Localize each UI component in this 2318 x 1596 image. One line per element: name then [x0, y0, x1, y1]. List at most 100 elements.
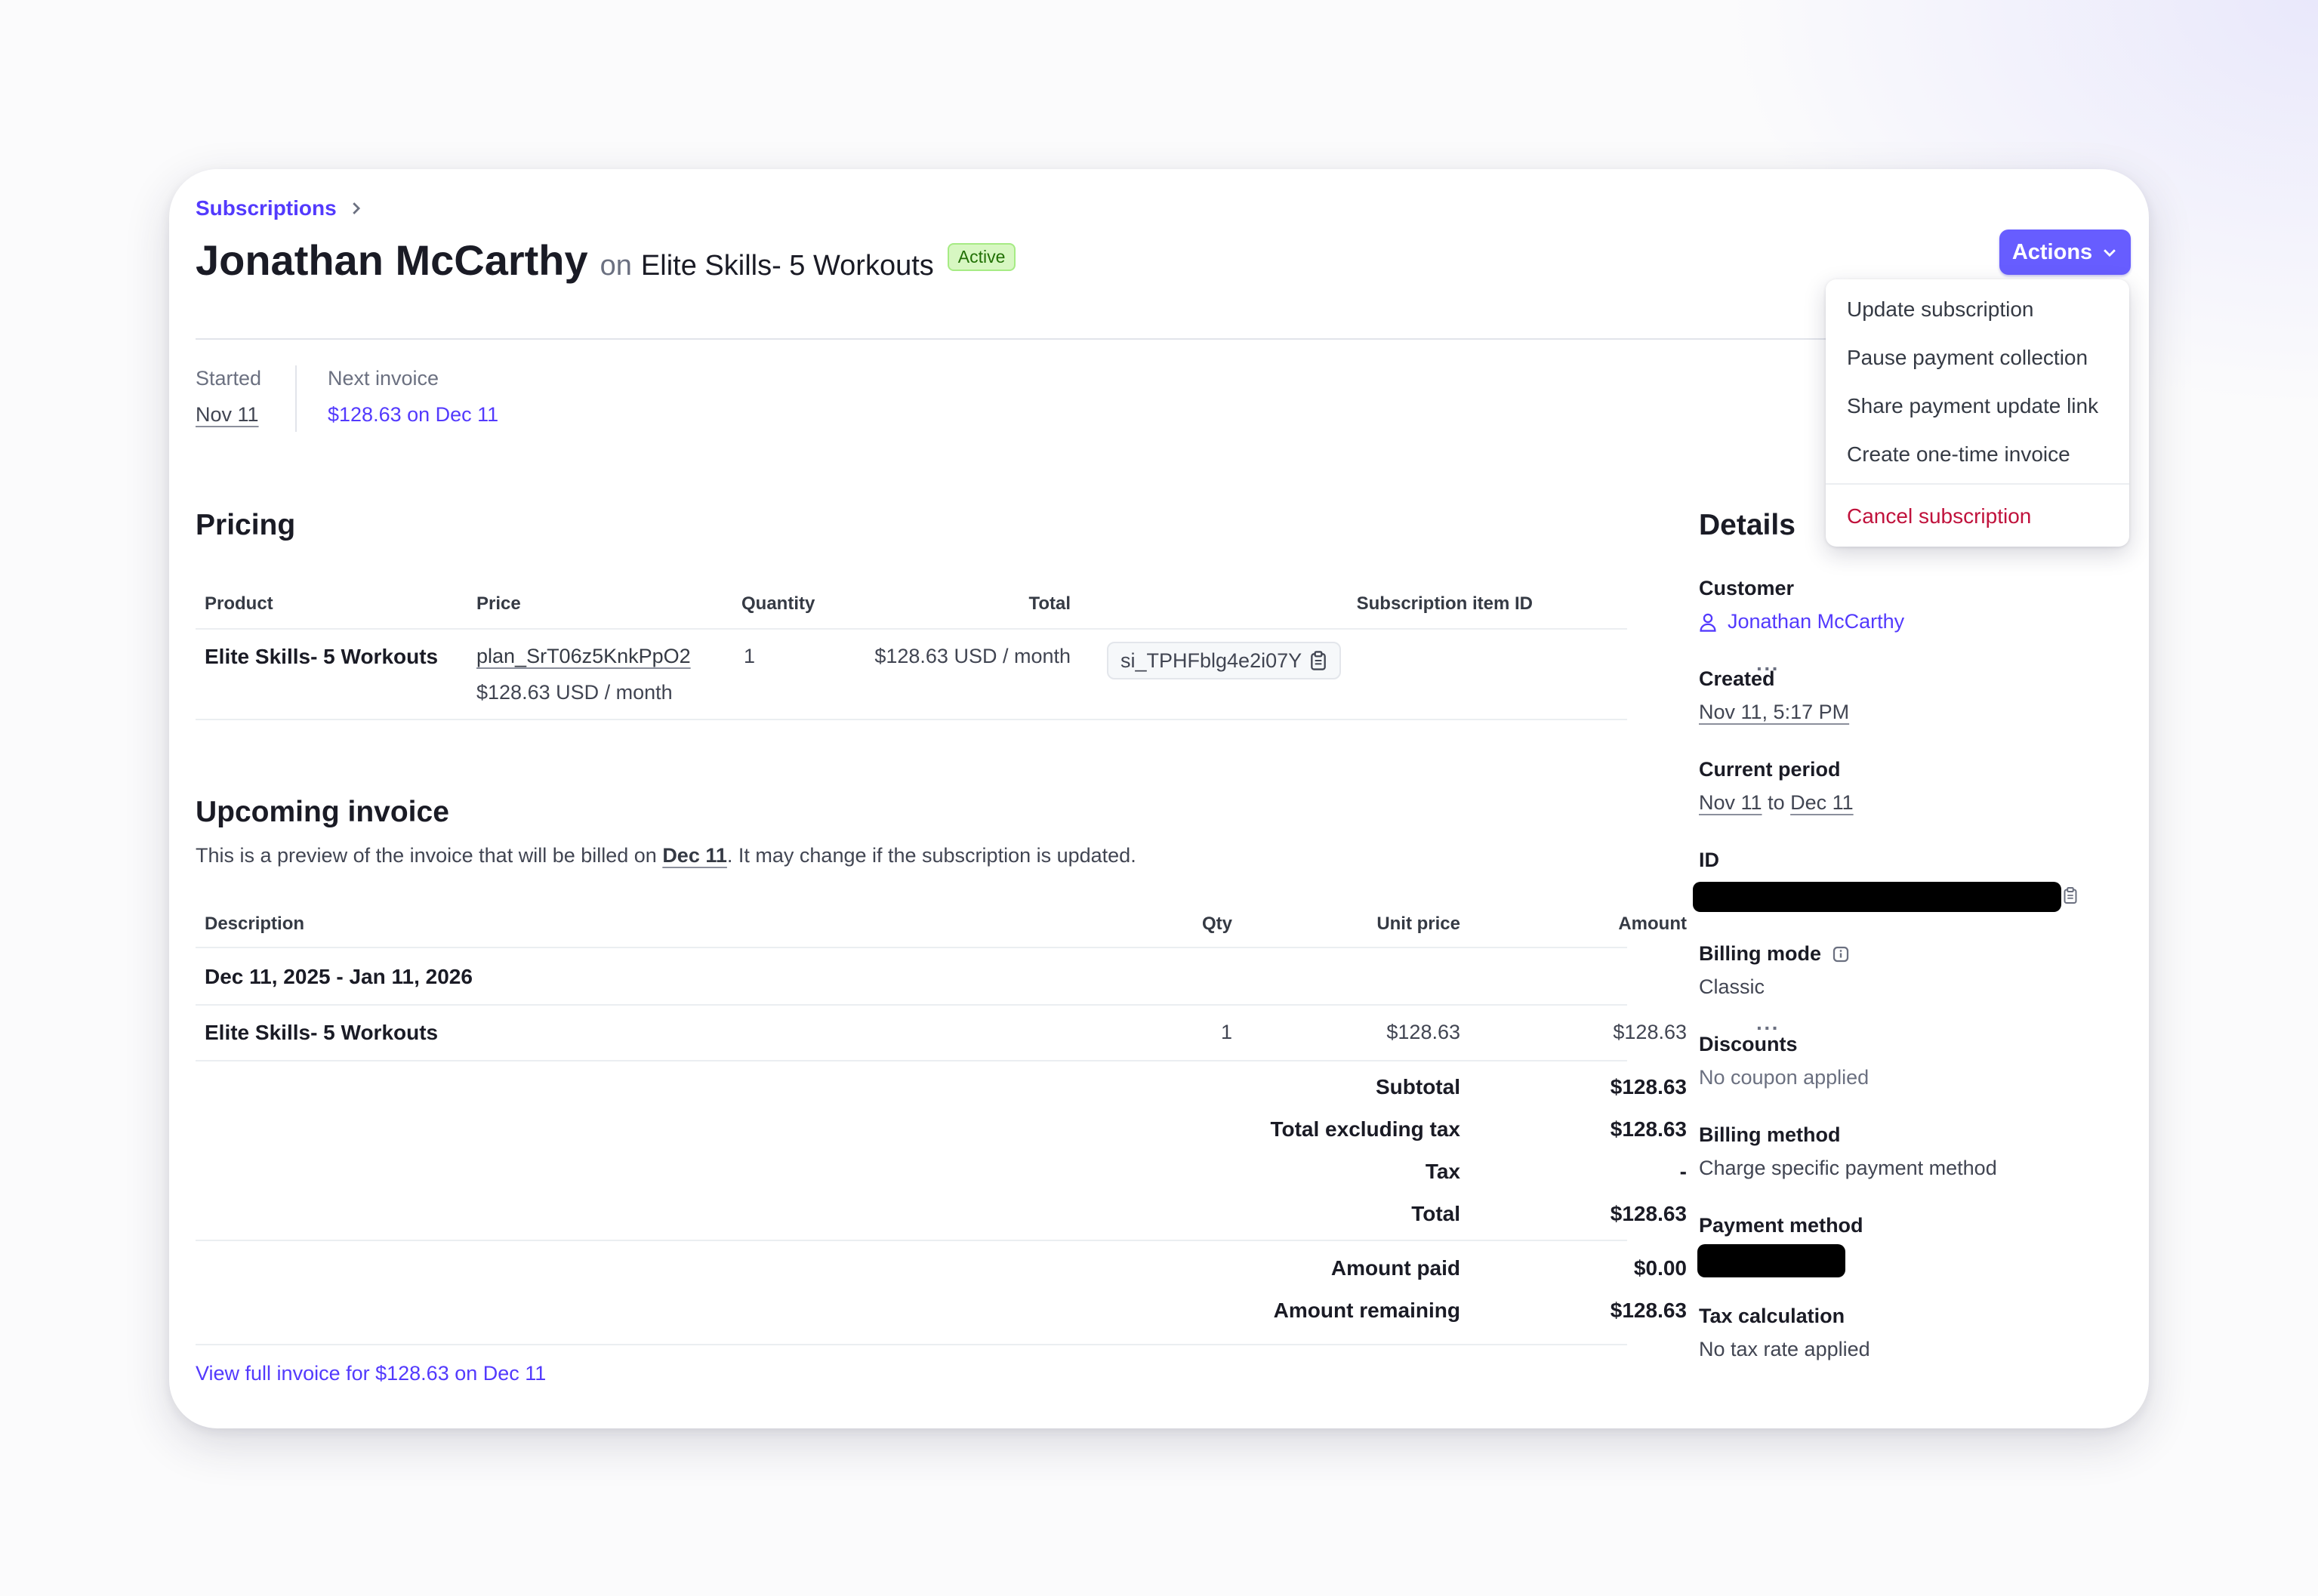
period-end[interactable]: Dec 11 [1790, 791, 1854, 814]
payments-divider [196, 1344, 1627, 1345]
customer-name-title: Jonathan McCarthy [196, 236, 588, 284]
next-invoice-link[interactable]: $128.63 on Dec 11 [328, 403, 499, 426]
invoice-line-qty: 1 [1220, 1021, 1232, 1043]
invoice-line-unit-price: $128.63 [1386, 1021, 1460, 1043]
subtotal-value: $128.63 [1610, 1075, 1687, 1098]
payment-method-redacted [1697, 1244, 1845, 1277]
menu-create-one-time-invoice[interactable]: Create one-time invoice [1847, 442, 2070, 466]
chevron-down-icon [2104, 249, 2116, 257]
upcoming-desc-suffix: . It may change if the subscription is u… [726, 844, 1136, 867]
created-value[interactable]: Nov 11, 5:17 PM [1699, 701, 1850, 723]
discounts-label: Discounts [1699, 1033, 1798, 1055]
amount-remaining-value: $128.63 [1610, 1299, 1687, 1322]
total-label: Total [1411, 1202, 1460, 1225]
invoice-line-more-button[interactable]: ··· [1756, 1016, 1780, 1040]
details-heading: Details [1699, 509, 1796, 541]
customer-name-link: Jonathan McCarthy [1728, 610, 1905, 633]
payment-method-label: Payment method [1699, 1214, 1863, 1237]
subscription-item-id: si_TPHFblg4e2i07Y [1120, 649, 1302, 672]
col-description: Description [205, 914, 305, 934]
price-detail: $128.63 USD / month [476, 681, 673, 704]
price-id-link[interactable]: plan_SrT06z5KnkPpO2 [476, 645, 691, 667]
subtotal-label: Subtotal [1376, 1075, 1460, 1098]
col-product: Product [205, 593, 273, 614]
view-full-invoice-link[interactable]: View full invoice for $128.63 on Dec 11 [196, 1362, 547, 1385]
menu-divider [1826, 483, 2129, 485]
breadcrumb: Subscriptions [196, 196, 364, 220]
billing-method-label: Billing method [1699, 1123, 1841, 1146]
tax-calculation-label: Tax calculation [1699, 1305, 1845, 1327]
invoice-period-line [196, 1004, 1627, 1006]
product-name-title: Elite Skills- 5 Workouts [640, 250, 934, 282]
billing-method-value: Charge specific payment method [1699, 1157, 1997, 1179]
started-value[interactable]: Nov 11 [196, 403, 259, 426]
pricing-header-line [196, 628, 1627, 630]
total-excl-tax-value: $128.63 [1610, 1117, 1687, 1141]
pricing-row-more-button[interactable]: ··· [1756, 657, 1780, 680]
col-qty: Qty [1201, 914, 1232, 934]
invoice-header-line [196, 947, 1627, 948]
pricing-product-name: Elite Skills- 5 Workouts [205, 645, 439, 668]
amount-paid-value: $0.00 [1633, 1256, 1687, 1280]
menu-pause-payment-collection[interactable]: Pause payment collection [1847, 346, 2088, 369]
info-icon[interactable] [1832, 945, 1850, 963]
title-on-word: on [600, 250, 632, 282]
col-quantity: Quantity [741, 593, 815, 614]
customer-label: Customer [1699, 577, 1795, 599]
upcoming-desc-prefix: This is a preview of the invoice that wi… [196, 844, 663, 867]
upcoming-desc-date[interactable]: Dec 11 [662, 844, 727, 867]
created-label: Created [1699, 667, 1775, 690]
menu-cancel-subscription[interactable]: Cancel subscription [1847, 504, 2032, 528]
subscription-item-id-pill[interactable]: si_TPHFblg4e2i07Y [1107, 642, 1342, 679]
pricing-total: $128.63 USD / month [874, 645, 1071, 667]
invoice-period: Dec 11, 2025 - Jan 11, 2026 [205, 965, 473, 988]
next-invoice-label: Next invoice [328, 367, 439, 390]
period-to: to [1768, 791, 1785, 814]
invoice-line-divider [196, 1060, 1627, 1061]
billing-mode-value: Classic [1699, 975, 1765, 998]
billing-mode-header: Billing mode [1699, 942, 1850, 966]
current-period-label: Current period [1699, 758, 1841, 781]
total-excl-tax-label: Total excluding tax [1270, 1117, 1460, 1141]
tax-label: Tax [1425, 1160, 1460, 1183]
amount-remaining-label: Amount remaining [1273, 1299, 1460, 1322]
amount-paid-label: Amount paid [1330, 1256, 1460, 1280]
col-amount: Amount [1618, 914, 1687, 934]
stat-separator [295, 365, 297, 432]
actions-menu: Update subscription Pause payment collec… [1826, 279, 2129, 547]
col-total: Total [1028, 593, 1071, 614]
invoice-line-description: Elite Skills- 5 Workouts [205, 1021, 439, 1044]
invoice-line-amount: $128.63 [1613, 1021, 1687, 1043]
pricing-row-line [196, 719, 1627, 720]
upcoming-invoice-heading: Upcoming invoice [196, 796, 449, 828]
started-label: Started [196, 367, 262, 390]
tax-calculation-value: No tax rate applied [1699, 1338, 1870, 1360]
person-icon [1700, 613, 1716, 632]
status-badge: Active [947, 243, 1016, 271]
col-unit-price: Unit price [1376, 914, 1460, 934]
period-start[interactable]: Nov 11 [1699, 791, 1762, 814]
id-label: ID [1699, 849, 1719, 871]
upcoming-invoice-description: This is a preview of the invoice that wi… [196, 844, 1136, 867]
subscription-card: Subscriptions Jonathan McCarthy on Elite… [169, 169, 2149, 1428]
discounts-value: No coupon applied [1699, 1066, 1870, 1089]
pricing-quantity: 1 [744, 645, 756, 667]
breadcrumb-subscriptions-link[interactable]: Subscriptions [196, 196, 337, 220]
menu-share-payment-update-link[interactable]: Share payment update link [1847, 394, 2099, 417]
actions-button-label: Actions [2011, 239, 2093, 264]
page-title: Jonathan McCarthy on Elite Skills- 5 Wor… [196, 236, 1016, 285]
col-subscription-item-id: Subscription item ID [1356, 593, 1533, 614]
id-redacted [1693, 882, 2061, 912]
tax-value: - [1679, 1160, 1687, 1183]
total-value: $128.63 [1610, 1202, 1687, 1225]
col-price: Price [476, 593, 521, 614]
chevron-right-icon [352, 202, 360, 214]
actions-button[interactable]: Actions [1999, 230, 2131, 275]
totals-divider [196, 1240, 1627, 1241]
menu-update-subscription[interactable]: Update subscription [1847, 297, 2034, 321]
clipboard-icon[interactable] [1309, 651, 1327, 670]
pricing-heading: Pricing [196, 509, 296, 541]
customer-link[interactable]: Jonathan McCarthy [1699, 610, 1904, 633]
copy-id-icon[interactable] [2063, 886, 2078, 904]
billing-mode-label: Billing mode [1699, 942, 1821, 965]
